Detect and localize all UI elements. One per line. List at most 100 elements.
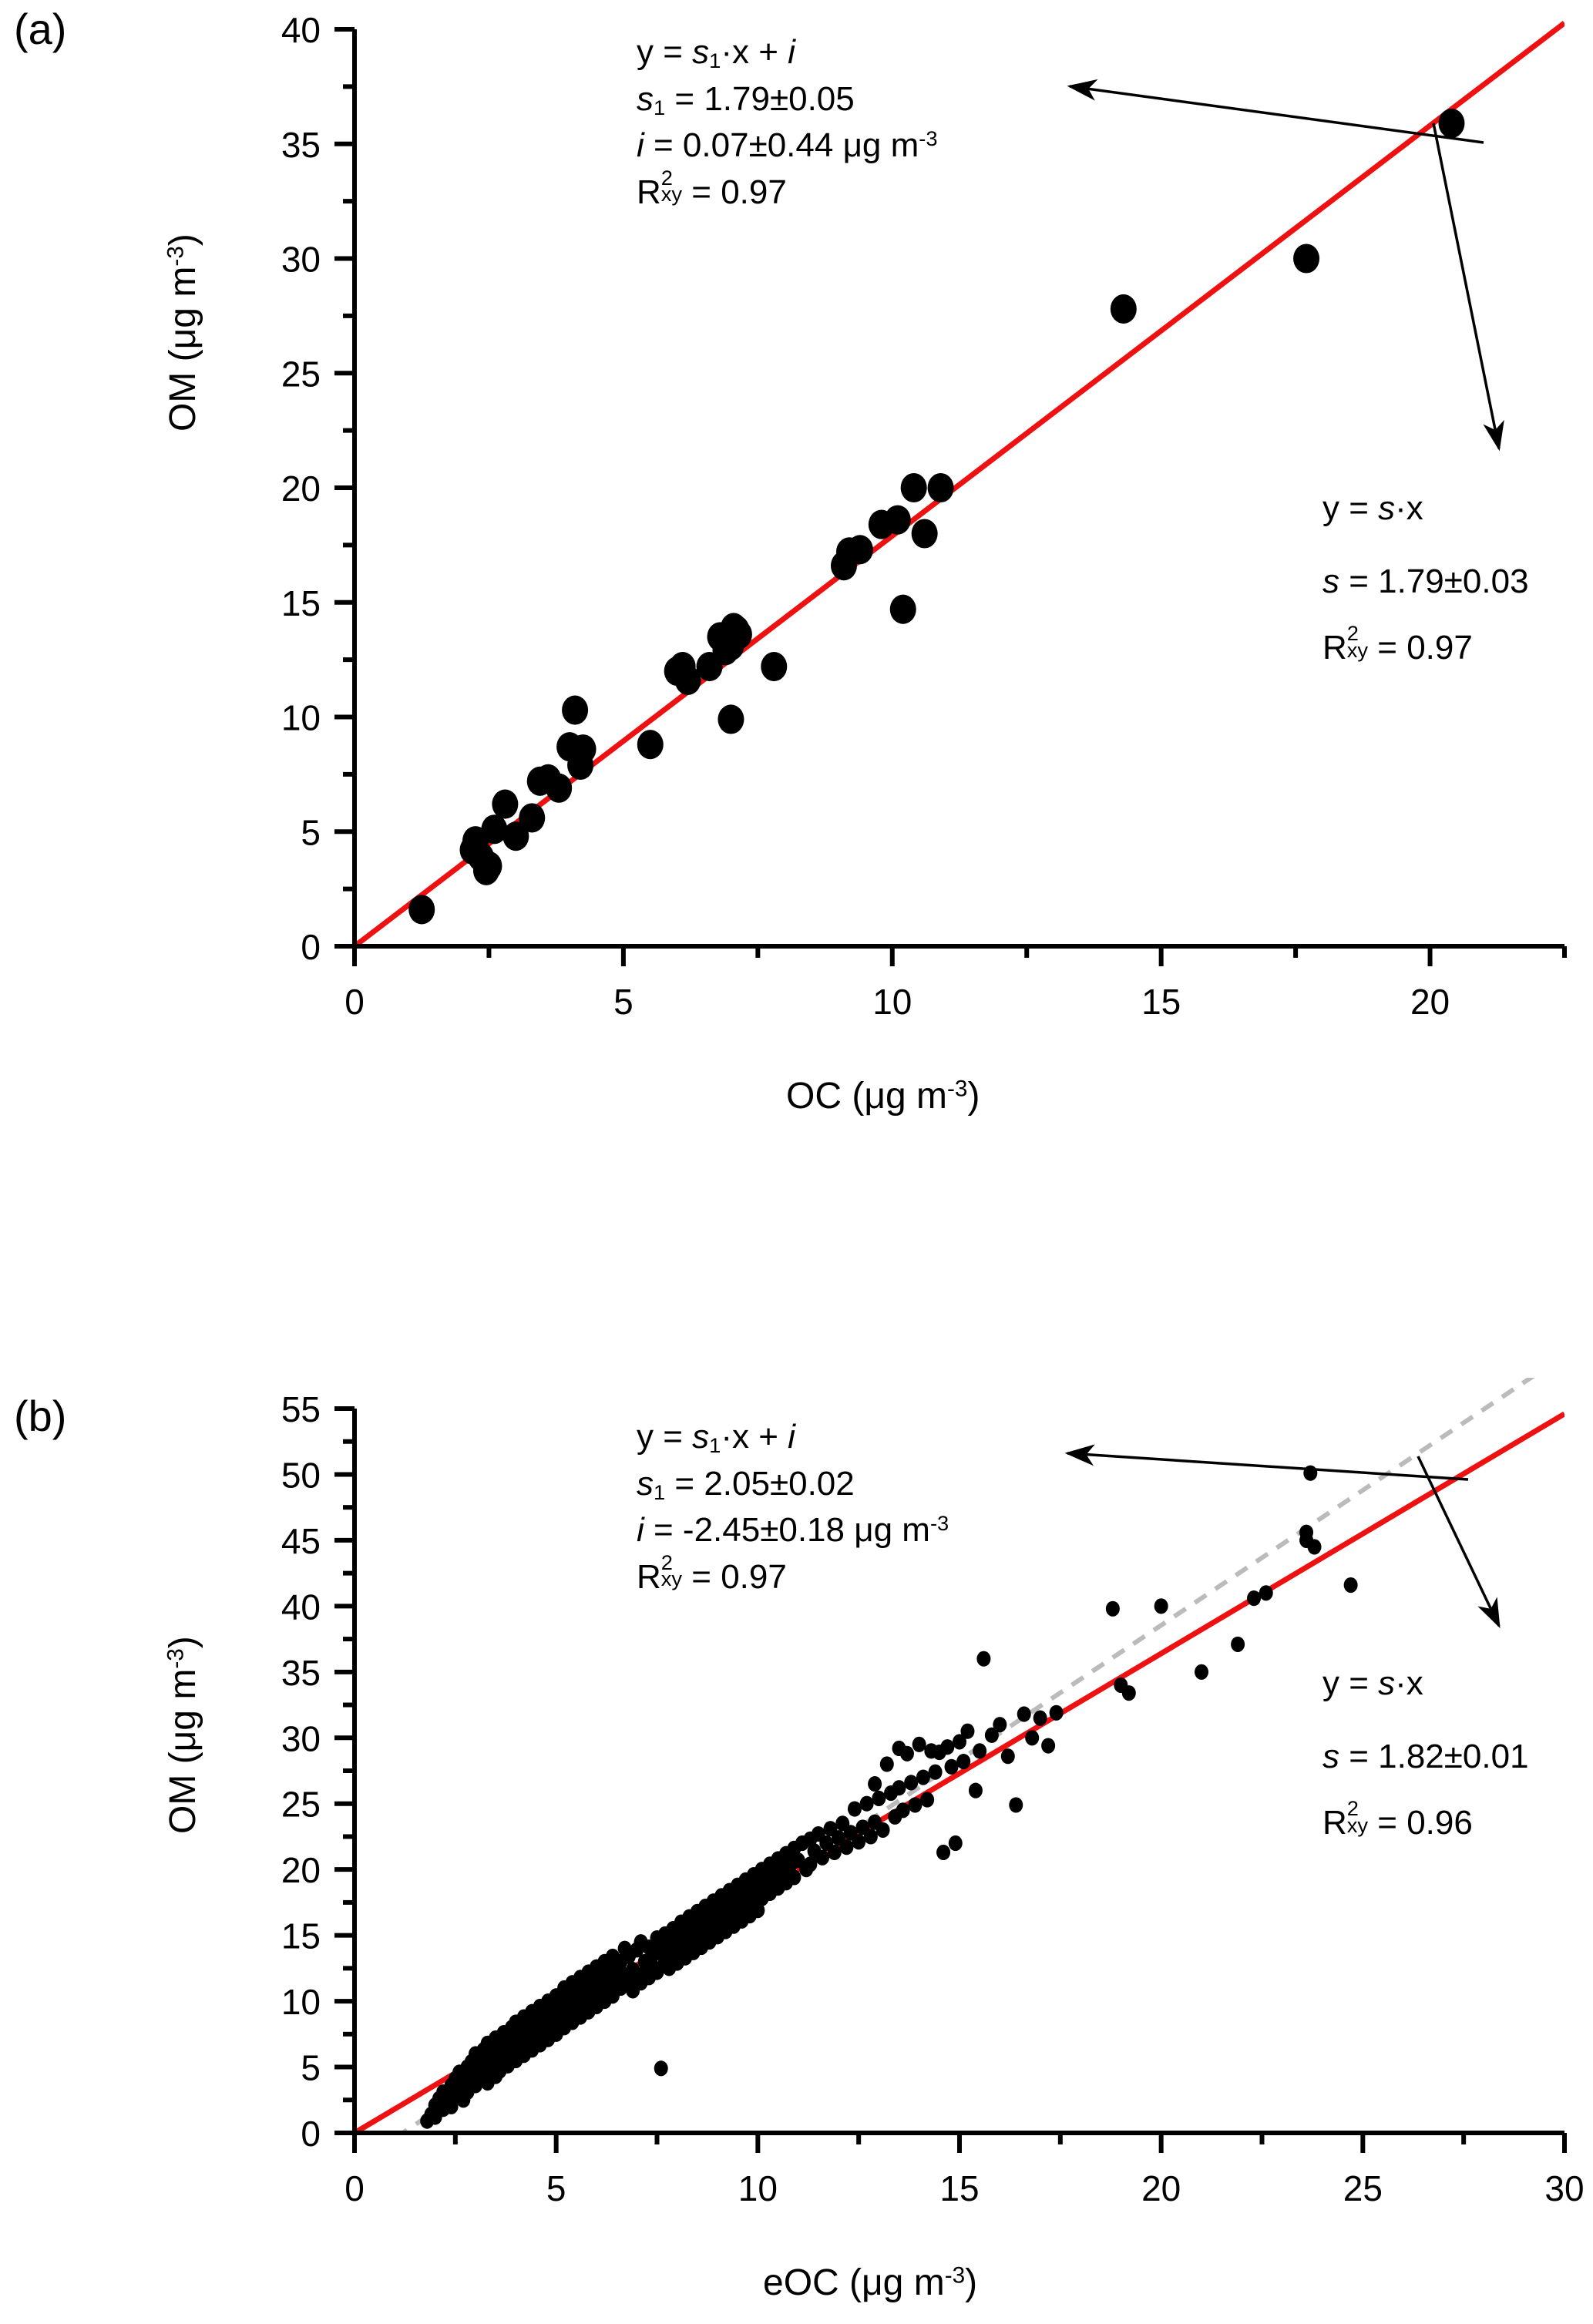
data-point xyxy=(944,1758,959,1775)
data-point xyxy=(927,472,954,503)
data-point xyxy=(492,789,519,819)
x-axis-units-prefix: (μg m xyxy=(839,2262,945,2303)
data-point xyxy=(725,620,752,650)
y-tick-label: 40 xyxy=(281,1587,321,1627)
data-point xyxy=(1121,1685,1136,1701)
data-point xyxy=(1259,1585,1273,1601)
axes: 0 5 10 15 20 0 5 10 15 20 25 30 35 40 xyxy=(281,10,1567,1022)
data-point xyxy=(1247,1590,1262,1607)
x-tick-label: 15 xyxy=(1141,982,1181,1022)
data-point xyxy=(1041,1738,1056,1754)
fit2-equation-line: y = s·x xyxy=(1322,485,1529,532)
rsquared-subscript: xy xyxy=(1346,637,1369,662)
y-tick-label: 45 xyxy=(281,1521,321,1561)
eq-prefix: y = xyxy=(1322,1664,1379,1702)
rsquared-symbol: R 2 xy xyxy=(637,1550,682,1601)
x-tick-label: 20 xyxy=(1410,982,1450,1022)
y-tick-label: 15 xyxy=(281,583,321,623)
data-point xyxy=(900,472,927,503)
slope-symbol: s xyxy=(637,79,654,118)
fit2-equation-line: y = s·x xyxy=(1322,1661,1529,1708)
data-point xyxy=(650,1964,664,1980)
slope-value: = 2.05±0.02 xyxy=(665,1464,855,1503)
data-point xyxy=(973,1743,987,1759)
data-point xyxy=(761,652,788,682)
panel-b-label: (b) xyxy=(14,1392,67,1440)
fit1-rsquared-line: R 2 xy = 0.97 xyxy=(637,166,938,217)
rsquared-subscript: xy xyxy=(660,182,683,207)
fit1-equation-line: y = s1·x + i xyxy=(637,29,938,76)
data-point xyxy=(519,803,546,833)
rsquared-r: R xyxy=(1322,629,1347,667)
data-point xyxy=(968,1782,983,1798)
data-point xyxy=(476,851,502,881)
fit1-leader-arrow xyxy=(1067,79,1484,144)
eq-slope-symbol: s xyxy=(1378,489,1396,527)
data-point xyxy=(1033,1710,1047,1726)
y-tick-label: 30 xyxy=(281,1718,321,1758)
data-point xyxy=(1105,1600,1120,1617)
slope-subscript: 1 xyxy=(654,95,666,119)
panel-a-fit2-annotation: y = s·x s = 1.79±0.03 R 2 xy = 0.97 xyxy=(1322,485,1529,672)
y-tick-label: 55 xyxy=(281,1389,321,1429)
data-point xyxy=(884,505,911,535)
data-point xyxy=(872,1790,886,1806)
fit2-slope-line: s = 1.79±0.03 xyxy=(1322,559,1529,606)
eq-intercept-symbol: i xyxy=(788,1418,795,1456)
eq-middle: ·x + xyxy=(721,33,788,71)
rsquared-r: R xyxy=(1322,1804,1347,1842)
rsquared-exponent: 2 xyxy=(1346,621,1359,646)
eq-slope-subscript: 1 xyxy=(709,49,721,72)
x-axis-units-suffix: ) xyxy=(967,1076,980,1117)
eq-middle: ·x + xyxy=(721,1418,788,1456)
data-layer xyxy=(355,21,1564,946)
fit1-slope-line: s1 = 1.79±0.05 xyxy=(637,76,938,123)
slope-subscript: 1 xyxy=(654,1479,666,1504)
y-tick-label: 0 xyxy=(301,927,321,967)
data-point xyxy=(751,1903,765,1919)
eq-slope-symbol: s xyxy=(692,1418,710,1456)
axes: 0 5 10 15 20 25 30 0 5 10 15 20 25 30 35 40 45 50 55 xyxy=(281,1389,1585,2208)
intercept-value: = -2.45±0.18 μg m xyxy=(644,1511,930,1550)
fit2-leader-arrow xyxy=(1432,123,1504,452)
x-tick-label: 0 xyxy=(344,982,365,1022)
data-point xyxy=(912,1736,926,1752)
panel-b-x-axis-title: eOC (μg m-3) xyxy=(763,2262,977,2304)
data-point xyxy=(948,1835,963,1852)
data-point xyxy=(654,2060,668,2077)
y-tick-label: 20 xyxy=(281,1850,321,1890)
panel-b-fit1-annotation: y = s1·x + i s1 = 2.05±0.02 i = -2.45±0.… xyxy=(637,1414,949,1601)
fit1-intercept-line: i = 0.07±0.44 μg m-3 xyxy=(637,123,938,170)
panel-b: (b) OM (μg m-3) eOC (μg m-3) y = s1·x + … xyxy=(0,1164,1593,2324)
data-point xyxy=(674,665,701,695)
slope-value: = 1.82±0.01 xyxy=(1339,1737,1529,1775)
data-point xyxy=(1110,294,1137,324)
x-tick-label: 10 xyxy=(738,2168,778,2208)
fit1-intercept-line: i = -2.45±0.18 μg m-3 xyxy=(637,1507,949,1554)
data-point xyxy=(920,1792,935,1808)
intercept-symbol: i xyxy=(637,126,644,165)
slope-symbol: s xyxy=(1322,1737,1339,1775)
data-point xyxy=(936,1844,951,1861)
data-point xyxy=(1000,1748,1015,1765)
panel-a-label: (a) xyxy=(14,5,67,53)
y-tick-label: 25 xyxy=(281,354,321,394)
fit2-leader-arrow xyxy=(1417,1456,1501,1629)
x-axis-title-main: OC xyxy=(786,1076,842,1117)
x-axis-units-prefix: (μg m xyxy=(842,1076,947,1117)
rsquared-exponent: 2 xyxy=(660,165,673,190)
y-tick-label: 0 xyxy=(301,2114,321,2154)
y-tick-label: 20 xyxy=(281,468,321,509)
data-point xyxy=(976,1651,991,1667)
intercept-units-exponent: -3 xyxy=(929,1511,949,1536)
y-tick-label: 40 xyxy=(281,10,321,50)
data-point xyxy=(1231,1636,1245,1653)
x-tick-label: 15 xyxy=(939,2168,979,2208)
data-point xyxy=(899,1745,914,1761)
x-tick-label: 5 xyxy=(613,982,634,1022)
fit2-rsquared-line: R 2 xy = 0.96 xyxy=(1322,1796,1529,1847)
fit2-slope-line: s = 1.82±0.01 xyxy=(1322,1734,1529,1781)
data-point xyxy=(847,1801,862,1817)
y-tick-label: 25 xyxy=(281,1785,321,1825)
rsquared-exponent: 2 xyxy=(660,1550,673,1574)
